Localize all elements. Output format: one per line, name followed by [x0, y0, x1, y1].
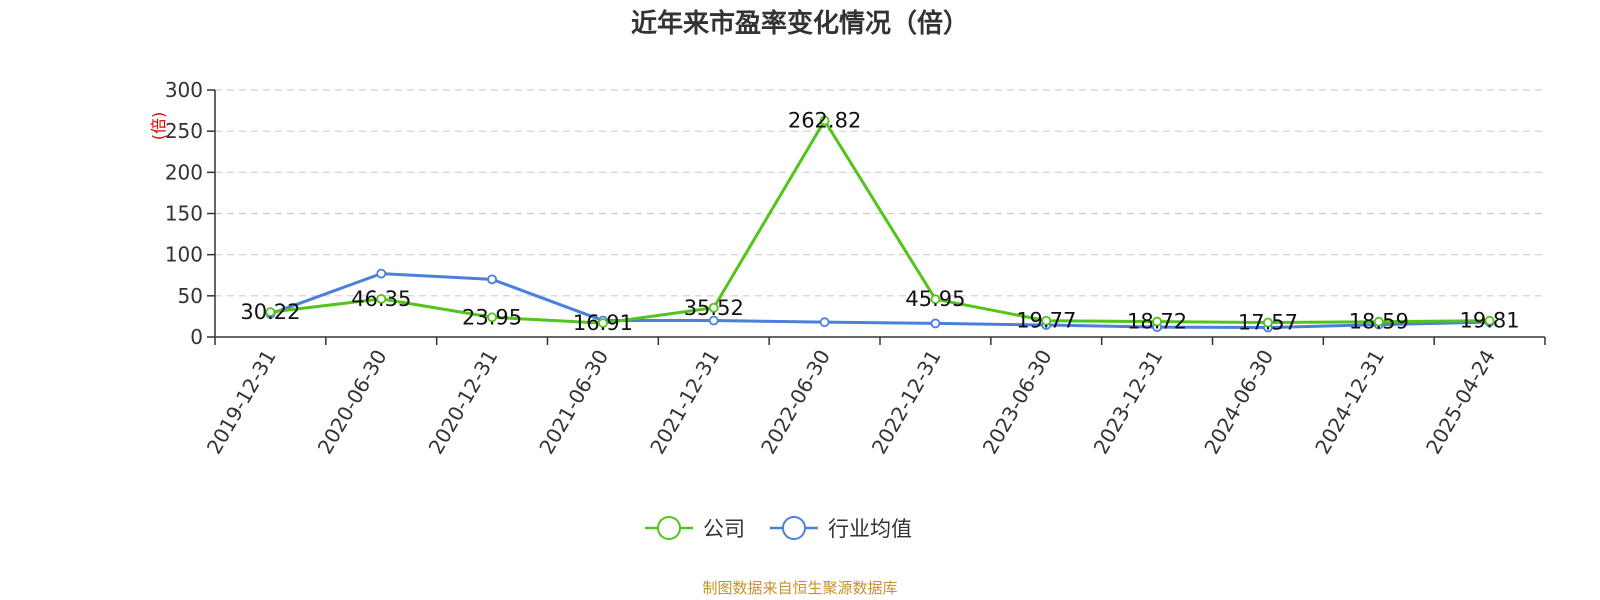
- x-tick-label: 2021-12-31: [645, 346, 724, 459]
- chart-title: 近年来市盈率变化情况（倍）: [631, 8, 969, 39]
- data-label: 262.82: [788, 109, 861, 133]
- x-tick-label: 2024-12-31: [1310, 346, 1389, 459]
- data-point-industry-average: [930, 318, 941, 329]
- x-tick-label: 2022-12-31: [867, 346, 946, 459]
- data-label: 19.77: [1016, 309, 1076, 333]
- data-label: 18.59: [1349, 310, 1409, 334]
- x-tick-label: 2019-12-31: [202, 346, 281, 459]
- legend-swatch-marker: [782, 516, 806, 540]
- y-tick-label: 250: [165, 119, 203, 143]
- data-point-company: [487, 312, 497, 323]
- series-line-industry-average: [269, 272, 1490, 330]
- series-line-company: [270, 119, 1490, 325]
- data-label: 17.57: [1238, 311, 1298, 335]
- x-tick-label: 2020-06-30: [313, 346, 392, 459]
- x-tick-label: 2025-04-24: [1421, 346, 1500, 459]
- source-note: 制图数据来自恒生聚源数据库: [702, 579, 897, 597]
- data-point-company: [930, 294, 941, 305]
- x-tick-labels: 2019-12-31 2020-06-30 2020-12-31 2021-06-30…: [202, 346, 1500, 459]
- legend-swatch-marker: [657, 516, 681, 540]
- legend-label: 公司: [703, 517, 745, 541]
- y-tick-label: 200: [165, 160, 203, 184]
- data-label: 23.95: [462, 305, 522, 329]
- data-point-company: [1263, 317, 1273, 328]
- y-tick-label: 50: [178, 284, 203, 308]
- data-point-company: [376, 293, 387, 304]
- axes: [207, 89, 1546, 345]
- y-tick-label: 150: [165, 202, 203, 226]
- y-tick-label: 100: [165, 243, 203, 267]
- y-tick-label: 0: [190, 325, 203, 349]
- data-point-company: [1484, 315, 1495, 326]
- x-tick-label: 2023-06-30: [978, 346, 1057, 459]
- data-label: 16.91: [573, 311, 633, 335]
- x-tick-label: 2020-12-31: [424, 346, 503, 459]
- data-point-company: [708, 302, 719, 313]
- grid-lines: [215, 89, 1545, 297]
- y-tick-label: 300: [165, 78, 203, 102]
- data-point-industry-average: [708, 315, 719, 326]
- data-label: 46.35: [351, 287, 411, 311]
- data-point-industry-average: [819, 317, 830, 328]
- data-label: 30.22: [240, 300, 300, 324]
- y-axis-unit-label: (倍): [149, 112, 168, 141]
- data-point-company: [1152, 316, 1162, 327]
- data-label: 19.81: [1460, 309, 1520, 333]
- legend: 公司 行业均值: [645, 516, 912, 541]
- data-point-company: [598, 318, 608, 328]
- data-point-company: [819, 115, 830, 126]
- data-label: 45.95: [905, 287, 965, 311]
- y-tick-labels: 0 50 100 150 200 250 300: [165, 78, 203, 349]
- x-tick-label: 2021-06-30: [534, 346, 613, 459]
- data-point-industry-average: [376, 268, 387, 279]
- x-tick-label: 2023-12-31: [1089, 346, 1168, 459]
- x-tick-label: 2022-06-30: [756, 346, 835, 459]
- data-point-company: [1373, 316, 1384, 327]
- data-point-company: [1041, 315, 1052, 326]
- data-labels: 30.22 46.35 23.95 16.91 35.52 262.82 45.95 19.7…: [240, 109, 1519, 335]
- data-label: 35.52: [684, 296, 744, 320]
- data-label: 18.72: [1127, 310, 1187, 334]
- series-lines: [265, 115, 1495, 333]
- x-tick-label: 2024-06-30: [1199, 346, 1278, 459]
- data-point-company: [265, 307, 276, 318]
- data-point-industry-average: [487, 274, 497, 285]
- legend-label: 行业均值: [828, 517, 912, 541]
